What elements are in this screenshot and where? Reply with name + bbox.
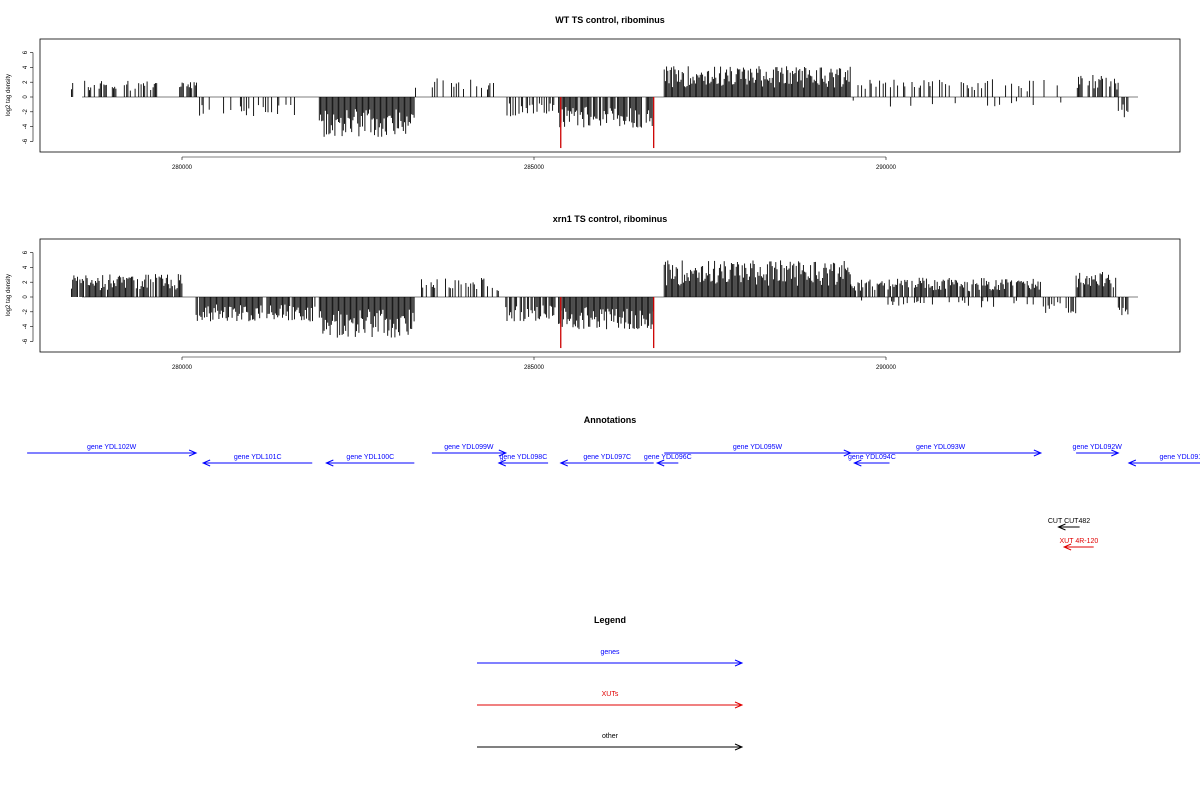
legend: Legend genes XUTs other xyxy=(477,615,744,751)
feature-label: gene YDL093W xyxy=(916,444,966,451)
panel-wt-yaxis: -6 -4 -2 0 2 4 6 xyxy=(23,50,34,144)
feature-label: gene YDL096C xyxy=(644,454,692,461)
feature-arrow-head xyxy=(853,459,862,467)
feature-arrow-head xyxy=(497,459,506,467)
feature-label: gene YDL091C xyxy=(1160,454,1200,461)
panel-wt-frame xyxy=(39,38,1181,153)
ytick-label: 6 xyxy=(23,250,29,254)
legend-items: genes XUTs other xyxy=(477,649,744,751)
ytick-label: 6 xyxy=(23,50,29,54)
ytick-label: -2 xyxy=(23,108,29,114)
annotations-title: Annotations xyxy=(584,415,637,425)
panel-xrn1: xrn1 TS control, ribominus log2 tag dens… xyxy=(6,214,1181,371)
panel-wt-ylabel: log2 tag density xyxy=(6,74,12,116)
feature-label: CUT CUT482 xyxy=(1048,518,1090,525)
ytick-label: -4 xyxy=(23,123,29,129)
feature-arrow-head xyxy=(1033,449,1043,457)
feature-label: gene YDL095W xyxy=(733,444,783,451)
xtick-label: 280000 xyxy=(172,165,193,171)
feature-arrow-head xyxy=(1062,543,1072,551)
feature-label: gene YDL100C xyxy=(346,454,394,461)
feature-arrow-head xyxy=(325,459,334,467)
legend-label: XUTs xyxy=(602,691,619,698)
panel-xrn1-bars xyxy=(71,260,1129,349)
legend-arrow-head xyxy=(734,743,744,751)
xtick-label: 285000 xyxy=(524,165,545,171)
ytick-label: -6 xyxy=(23,138,29,144)
feature-label: gene YDL102W xyxy=(87,444,137,451)
xtick-label: 280000 xyxy=(172,365,193,371)
ytick-label: 0 xyxy=(23,95,29,99)
panel-wt-title: WT TS control, ribominus xyxy=(555,15,665,25)
legend-arrow-head xyxy=(734,701,744,709)
feature-arrow-head xyxy=(1111,449,1120,457)
feature-arrow-head xyxy=(1127,459,1137,467)
panel-wt-xaxis: 280000 285000 290000 xyxy=(172,156,897,171)
ytick-label: 4 xyxy=(23,265,29,269)
xtick-label: 285000 xyxy=(524,365,545,371)
ytick-label: 0 xyxy=(23,295,29,299)
panel-xrn1-yaxis: -6 -4 -2 0 2 4 6 xyxy=(23,250,34,344)
feature-label: gene YDL094C xyxy=(848,454,896,461)
panel-wt-bars xyxy=(71,66,1129,149)
legend-title: Legend xyxy=(594,615,626,625)
feature-label: gene YDL098C xyxy=(500,454,548,461)
panel-xrn1-frame xyxy=(39,238,1181,353)
panel-xrn1-ylabel: log2 tag density xyxy=(6,274,12,316)
feature-label: gene YDL099W xyxy=(444,444,494,451)
xtick-label: 290000 xyxy=(876,365,897,371)
xtick-label: 290000 xyxy=(876,165,897,171)
ytick-label: 2 xyxy=(23,80,29,84)
panel-xrn1-xaxis: 280000 285000 290000 xyxy=(172,356,897,371)
ytick-label: -4 xyxy=(23,323,29,329)
feature-label: gene YDL092W xyxy=(1073,444,1123,451)
feature-arrow-head xyxy=(201,459,211,467)
feature-arrow-head xyxy=(1057,523,1066,531)
feature-arrow-head xyxy=(655,459,665,467)
ytick-label: -2 xyxy=(23,308,29,314)
panel-wt: WT TS control, ribominus log2 tag densit… xyxy=(6,15,1181,171)
feature-label: XUT 4R-120 xyxy=(1060,538,1099,545)
feature-label: gene YDL101C xyxy=(234,454,282,461)
ytick-label: 4 xyxy=(23,65,29,69)
ytick-label: 2 xyxy=(23,280,29,284)
feature-arrow-head xyxy=(188,449,198,457)
legend-arrow-head xyxy=(734,659,744,667)
feature-arrow-head xyxy=(559,459,568,467)
ytick-label: -6 xyxy=(23,338,29,344)
feature-label: gene YDL097C xyxy=(583,454,631,461)
legend-label: genes xyxy=(600,649,620,656)
annotation-features: gene YDL102W gene YDL101C gene YDL100C gene… xyxy=(27,444,1200,551)
panel-xrn1-title: xrn1 TS control, ribominus xyxy=(553,214,668,224)
feature-arrow-head xyxy=(498,449,508,457)
legend-label: other xyxy=(602,733,619,740)
